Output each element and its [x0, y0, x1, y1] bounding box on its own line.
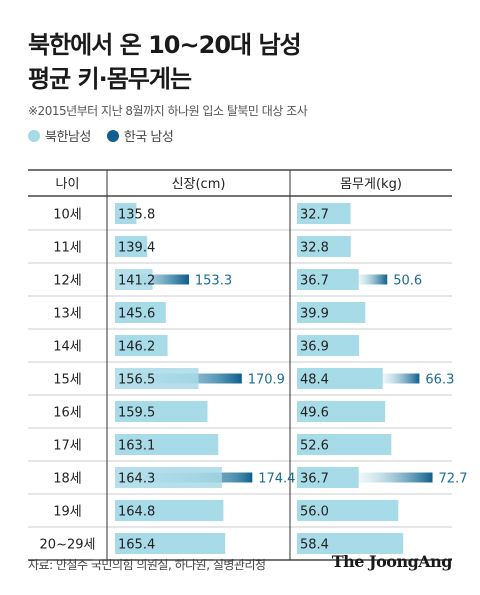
height-bar-north	[115, 368, 199, 389]
age-label: 11세	[53, 241, 82, 256]
height-label-north: 141.2	[118, 274, 155, 289]
age-label: 19세	[53, 505, 82, 520]
weight-bar-north	[297, 533, 404, 554]
age-label: 14세	[53, 340, 82, 355]
weight-label-north: 48.4	[300, 373, 329, 388]
height-bar-north	[115, 269, 153, 290]
age-label: 13세	[53, 307, 82, 322]
title-line-1: 북한에서 온 10~20대 남성	[28, 31, 302, 59]
table-header-bg	[28, 170, 452, 196]
weight-label-north: 36.7	[300, 274, 329, 289]
age-label: 18세	[53, 472, 82, 487]
height-bar-north	[115, 335, 168, 356]
height-label-north: 163.1	[118, 439, 155, 454]
age-label: 12세	[53, 274, 82, 289]
height-bar-north	[115, 533, 226, 554]
height-label-korea: 153.3	[195, 274, 232, 289]
height-label-north: 145.6	[118, 307, 155, 322]
weight-bar-north	[297, 335, 360, 356]
weight-label-north: 58.4	[300, 538, 329, 553]
weight-bar-north	[297, 203, 351, 224]
weight-bar-north	[297, 401, 386, 422]
age-label: 15세	[53, 373, 82, 388]
column-header-0: 나이	[56, 177, 80, 192]
legend-item-south: 한국 남성	[106, 126, 174, 145]
height-bar-north	[115, 203, 137, 224]
height-bar-korea-extension	[196, 373, 242, 384]
weight-label-north: 52.6	[300, 439, 329, 454]
weight-label-north: 39.9	[300, 307, 329, 322]
weight-label-north: 56.0	[300, 505, 329, 520]
height-bar-north	[115, 236, 148, 257]
age-label: 10세	[53, 208, 82, 223]
height-bar-korea-extension	[150, 274, 189, 285]
legend-label-north: 북한남성	[45, 130, 91, 145]
weight-bar-north	[297, 467, 359, 488]
source-text: 자료: 안철수 국민의힘 의원실, 하나원, 질병관리청	[28, 558, 266, 572]
height-label-north: 135.8	[118, 208, 155, 223]
weight-bar-north	[297, 434, 392, 455]
height-label-north: 146.2	[118, 340, 155, 355]
legend-swatch-north	[28, 129, 40, 142]
height-label-north: 164.8	[118, 505, 155, 520]
age-label: 16세	[53, 406, 82, 421]
column-header-1: 신장(cm)	[172, 177, 226, 192]
height-label-north: 139.4	[118, 241, 155, 256]
height-label-north: 159.5	[118, 406, 155, 421]
weight-bar-north	[297, 500, 399, 521]
title-line-2: 평균 키·몸무게는	[28, 65, 192, 93]
weight-bar-north	[297, 368, 383, 389]
chart-title: 북한에서 온 10~20대 남성 평균 키·몸무게는	[28, 28, 302, 96]
weight-label-north: 36.9	[300, 340, 329, 355]
weight-label-korea: 50.6	[393, 274, 422, 289]
height-bar-north	[115, 467, 222, 488]
weight-label-north: 32.7	[300, 208, 329, 223]
weight-bar-korea	[356, 274, 388, 285]
age-label: 17세	[53, 439, 82, 454]
column-header-2: 몸무게(kg)	[340, 177, 402, 192]
height-bar-north	[115, 302, 166, 323]
survey-note: ※2015년부터 지난 8월까지 하나원 입소 탈북민 대상 조사	[28, 104, 308, 118]
legend-swatch-south	[106, 129, 119, 142]
height-bar-korea-extension	[219, 472, 253, 483]
weight-bar-north	[297, 269, 359, 290]
height-bar-north	[115, 500, 224, 521]
legend: 북한남성 한국 남성	[28, 126, 189, 145]
weight-bar-korea	[356, 472, 433, 483]
weight-label-korea: 66.3	[425, 373, 454, 388]
weight-label-north: 32.8	[300, 241, 329, 256]
weight-bar-north	[297, 236, 351, 257]
height-label-korea: 174.4	[258, 472, 295, 487]
height-label-korea: 170.9	[248, 373, 285, 388]
age-label: 20~29세	[40, 538, 96, 553]
height-label-north: 156.5	[118, 373, 155, 388]
weight-bar-korea	[380, 373, 420, 384]
height-label-north: 164.3	[118, 472, 155, 487]
weight-bar-north	[297, 302, 366, 323]
legend-label-south: 한국 남성	[123, 130, 174, 145]
weight-label-north: 36.7	[300, 472, 329, 487]
weight-label-korea: 72.7	[439, 472, 468, 487]
brand-logo: The JoongAng	[331, 552, 453, 571]
height-bar-north	[115, 401, 208, 422]
weight-label-north: 49.6	[300, 406, 329, 421]
height-bar-north	[115, 434, 219, 455]
height-label-north: 165.4	[118, 538, 155, 553]
legend-item-north: 북한남성	[28, 126, 91, 145]
